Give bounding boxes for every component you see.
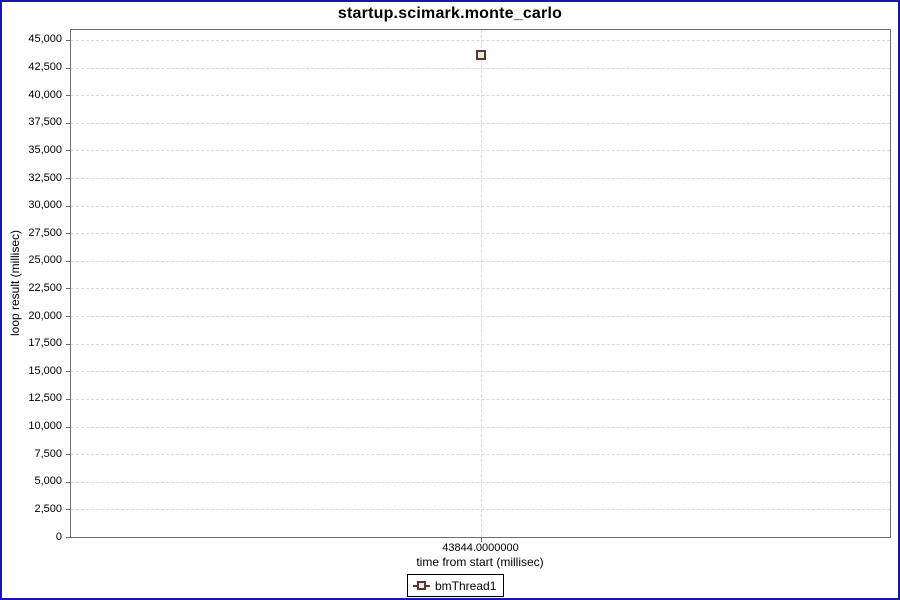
y-tick-mark xyxy=(66,95,70,97)
y-tick-mark xyxy=(66,371,70,373)
y-tick-label: 42,500 xyxy=(28,61,62,74)
y-tick-label: 12,500 xyxy=(28,392,62,405)
y-tick-mark xyxy=(66,260,70,262)
x-tick-label: 43844.0000000 xyxy=(442,542,519,554)
y-tick-label: 7,500 xyxy=(34,447,62,460)
y-tick-mark xyxy=(66,233,70,235)
y-tick-mark xyxy=(66,288,70,290)
y-tick-mark xyxy=(66,537,70,538)
y-tick-mark xyxy=(66,122,70,124)
y-tick-mark xyxy=(66,481,70,483)
y-tick-label: 35,000 xyxy=(28,143,62,156)
data-point-marker xyxy=(475,50,486,61)
y-tick-label: 2,500 xyxy=(34,502,62,515)
y-tick-label: 10,000 xyxy=(28,420,62,433)
y-tick-mark xyxy=(66,39,70,41)
y-tick-label: 20,000 xyxy=(28,309,62,322)
y-tick-label: 37,500 xyxy=(28,116,62,129)
y-tick-label: 27,500 xyxy=(28,226,62,239)
y-tick-mark xyxy=(66,343,70,345)
y-tick-label: 17,500 xyxy=(28,337,62,350)
y-tick-label: 0 xyxy=(55,530,62,543)
x-tick-mark xyxy=(480,538,482,542)
plot-area xyxy=(70,29,891,538)
y-tick-label: 40,000 xyxy=(28,88,62,101)
y-tick-label: 15,000 xyxy=(28,364,62,377)
y-tick-mark xyxy=(66,454,70,456)
chart-title: startup.scimark.monte_carlo xyxy=(337,5,563,22)
y-tick-label: 30,000 xyxy=(28,199,62,212)
y-tick-label: 22,500 xyxy=(28,281,62,294)
legend-square-marker xyxy=(417,580,426,590)
y-tick-mark xyxy=(66,178,70,179)
legend-item-label: bmThread1 xyxy=(435,578,497,593)
y-tick-mark xyxy=(66,205,70,207)
y-tick-label: 25,000 xyxy=(28,254,62,267)
y-tick-label: 32,500 xyxy=(28,171,62,184)
x-axis-title: time from start (millisec) xyxy=(416,555,544,569)
x-gridline xyxy=(480,30,482,537)
legend-marker-icon xyxy=(413,580,430,591)
y-tick-mark xyxy=(66,398,70,400)
y-tick-mark xyxy=(66,509,70,511)
y-tick-mark xyxy=(66,150,70,152)
y-tick-mark xyxy=(66,316,70,318)
y-tick-label: 5,000 xyxy=(34,475,62,488)
legend: bmThread1 xyxy=(407,574,505,597)
y-tick-label: 45,000 xyxy=(28,33,62,46)
y-tick-mark xyxy=(66,426,70,428)
y-tick-mark xyxy=(66,67,70,69)
